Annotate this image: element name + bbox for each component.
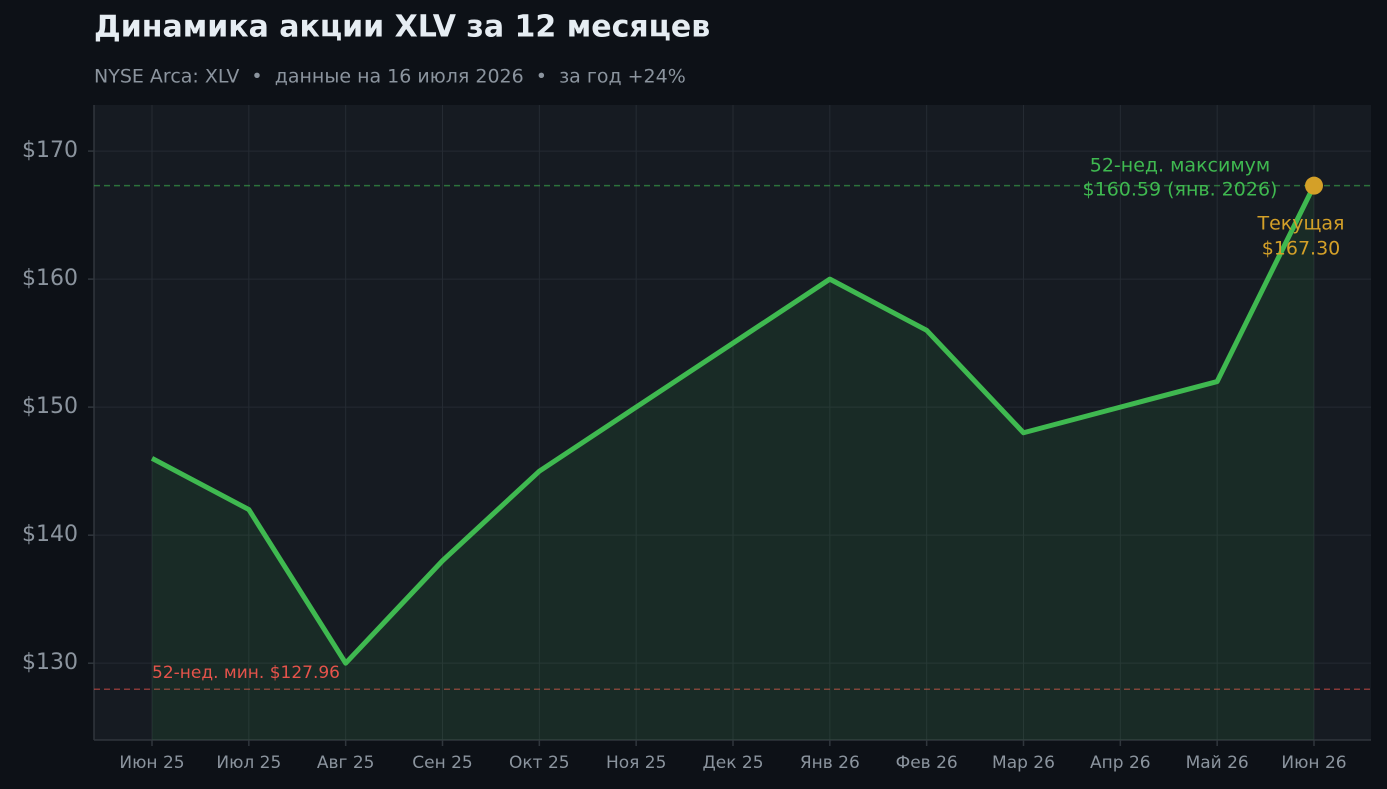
current-label: $167.30 <box>1262 238 1341 260</box>
x-tick-label: Июн 26 <box>1281 753 1346 773</box>
max-label: 52-нед. максимум <box>1090 155 1271 177</box>
y-tick-label: $160 <box>22 266 78 291</box>
x-tick-label: Окт 25 <box>509 753 570 773</box>
x-tick-label: Май 26 <box>1186 753 1249 773</box>
x-tick-label: Июн 25 <box>119 753 184 773</box>
x-tick-label: Июл 25 <box>216 753 281 773</box>
x-tick-label: Авг 25 <box>317 753 375 773</box>
x-tick-label: Фев 26 <box>896 753 958 773</box>
x-tick-label: Сен 25 <box>412 753 472 773</box>
y-tick-label: $170 <box>22 138 78 163</box>
current-label: Текущая <box>1257 213 1345 235</box>
x-tick-label: Апр 26 <box>1090 753 1151 773</box>
y-tick-label: $140 <box>22 522 78 547</box>
x-tick-label: Дек 25 <box>702 753 763 773</box>
x-tick-label: Мар 26 <box>992 753 1055 773</box>
chart-title: Динамика акции XLV за 12 месяцев <box>94 10 710 45</box>
current-marker <box>1305 176 1323 195</box>
y-tick-label: $150 <box>22 394 78 419</box>
chart-subtitle: NYSE Arca: XLV • данные на 16 июля 2026 … <box>94 66 686 88</box>
max-label: $160.59 (янв. 2026) <box>1083 179 1278 201</box>
area-fill <box>152 185 1314 740</box>
x-tick-label: Янв 26 <box>800 753 860 773</box>
y-tick-label: $130 <box>22 650 78 675</box>
min-label: 52-нед. мин. $127.96 <box>152 663 340 683</box>
x-tick-label: Ноя 25 <box>606 753 666 773</box>
line <box>150 184 1317 666</box>
